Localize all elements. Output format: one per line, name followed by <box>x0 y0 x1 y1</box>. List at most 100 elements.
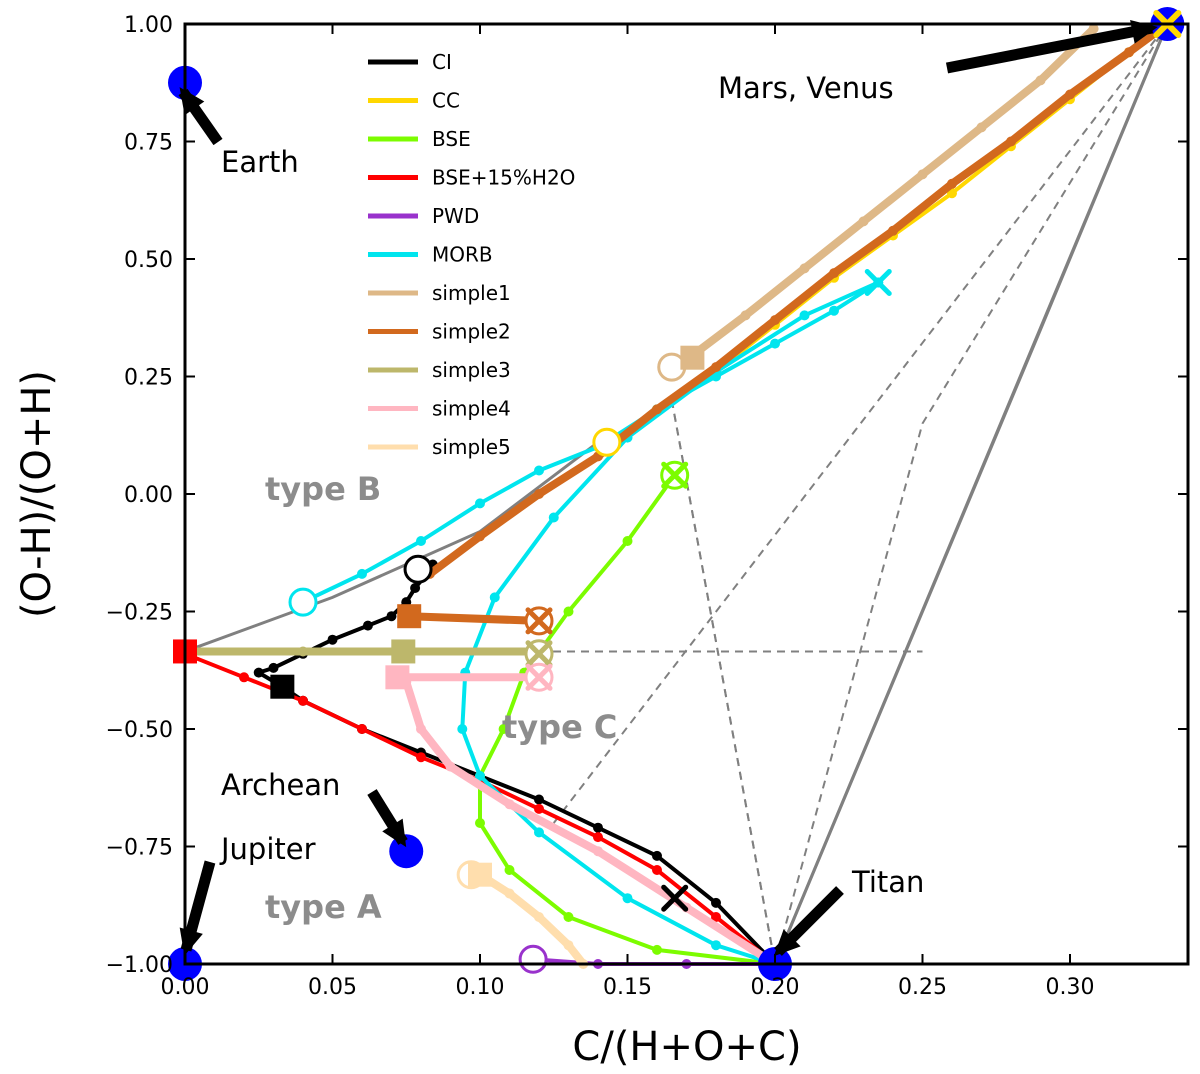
data-point-bse-15-h2o-9 <box>711 912 721 922</box>
arrowhead-mars-venus-icon <box>1130 20 1158 44</box>
data-point-simple1-2 <box>799 263 810 274</box>
legend-label-simple4: simple4 <box>432 397 511 421</box>
boundary-line-6 <box>774 23 1169 965</box>
x-tick-label-3: 0.15 <box>603 975 652 1000</box>
data-point-ci-15 <box>534 794 544 805</box>
x-tick-label-0: 0.00 <box>161 975 210 1000</box>
y-tick-label-2: 0.50 <box>124 248 173 273</box>
arrow-mars-venus-icon <box>945 22 1154 74</box>
data-point-bse-15-h2o-6 <box>534 803 544 814</box>
legend-label-simple3: simple3 <box>432 358 511 382</box>
marker-layer <box>173 269 892 974</box>
data-point-ci-8 <box>268 662 279 673</box>
data-point-bse-15-h2o-8 <box>652 865 662 875</box>
data-point-morb-2 <box>416 536 426 546</box>
data-point-simple2-7 <box>829 268 839 279</box>
y-tick-label-1: 0.75 <box>124 131 173 156</box>
data-point-simple2-5 <box>711 362 721 373</box>
data-point-morb-branch-4 <box>548 512 559 523</box>
y-tick-label-3: 0.25 <box>124 366 173 391</box>
data-point-simple4-branch-4 <box>593 846 603 857</box>
data-point-morb-branch-1 <box>799 310 810 321</box>
arrowhead-titan-icon <box>773 929 801 957</box>
marker-cc-open-circle-0 <box>592 427 622 457</box>
data-point-morb-branch-7 <box>457 724 468 734</box>
marker-simple2-square-0 <box>397 604 422 629</box>
data-point-simple2-1 <box>475 531 485 542</box>
data-point-bse-15-h2o-4 <box>416 752 426 763</box>
marker-simple4-square-0 <box>385 665 410 690</box>
marker-ci-x-2 <box>661 884 689 912</box>
data-point-simple2-12 <box>1124 47 1134 58</box>
data-point-ci-9 <box>253 667 264 678</box>
legend-label-bse-15-h2o: BSE+15%H2O <box>432 166 575 190</box>
label-titan: Titan <box>851 865 924 899</box>
data-point-morb-9 <box>829 305 839 316</box>
marker-simple5-square-1 <box>468 862 492 887</box>
marker-morb-open-circle-0 <box>288 587 318 617</box>
legend-label-bse: BSE <box>432 127 471 151</box>
data-point-morb-branch-8 <box>475 771 485 781</box>
label-mars-venus: Mars, Venus <box>718 71 894 105</box>
data-point-ci-5 <box>362 620 373 631</box>
data-point-bse-15-h2o-7 <box>593 832 603 843</box>
data-point-simple3-1 <box>298 646 308 657</box>
region-label-type-a: type A <box>265 888 382 926</box>
boundary-lines <box>184 23 1169 965</box>
marker-simple1-square-1 <box>680 345 705 370</box>
legend-label-simple1: simple1 <box>432 281 511 305</box>
data-point-bse-9 <box>652 944 662 955</box>
data-point-simple2-8 <box>888 225 898 236</box>
region-label-type-b: type B <box>265 470 381 508</box>
data-point-simple2-9 <box>947 178 957 189</box>
data-point-morb-branch-9 <box>534 827 544 838</box>
y-tick-label-8: −1.00 <box>106 953 173 978</box>
data-point-simple4-branch-2 <box>445 761 456 772</box>
data-point-bse-15-h2o-3 <box>357 724 367 734</box>
data-point-morb-branch-11 <box>711 940 721 951</box>
label-jupiter: Jupiter <box>219 832 316 866</box>
y-tick-label-5: −0.25 <box>106 601 173 626</box>
data-point-morb-3 <box>475 498 485 509</box>
x-tick-label-5: 0.25 <box>898 975 947 1000</box>
data-point-simple1-1 <box>740 310 751 321</box>
marker-bse-x-circle-0 <box>661 461 689 489</box>
x-tick-label-1: 0.05 <box>308 975 357 1000</box>
legend-label-pwd: PWD <box>432 204 479 228</box>
data-point-morb-1 <box>357 568 367 579</box>
data-point-simple1-7 <box>1088 23 1099 34</box>
x-tick-label-4: 0.20 <box>751 975 800 1000</box>
data-point-simple2-2 <box>534 489 544 499</box>
marker-simple4-x-circle-1 <box>525 663 553 691</box>
legend-label-simple5: simple5 <box>432 435 511 459</box>
boundary-line-2 <box>773 23 1169 965</box>
y-axis-label: (O-H)/(O+H) <box>14 370 60 618</box>
data-point-bse-15-h2o-1 <box>239 672 249 683</box>
legend: CI CC BSE BSE+15%H2O PWD MORB simple1 simple2 si… <box>368 50 575 459</box>
data-point-simple2-6 <box>770 315 780 326</box>
data-point-bse-2 <box>563 606 574 617</box>
marker-simple3-x-circle-1 <box>525 640 553 668</box>
boundary-line-5 <box>670 399 776 965</box>
data-point-bse-8 <box>563 912 574 922</box>
label-archean: Archean <box>221 768 340 802</box>
y-tick-label-4: 0.00 <box>124 483 173 508</box>
data-point-morb-8 <box>770 338 780 349</box>
data-point-morb-4 <box>534 465 544 476</box>
data-point-ci-6 <box>327 634 338 645</box>
region-label-type-c: type C <box>502 708 617 746</box>
label-earth: Earth <box>221 145 299 179</box>
series-line-simple1 <box>685 24 1098 362</box>
data-point-simple1-4 <box>917 169 928 180</box>
marker-simple2-x-circle-1 <box>525 607 553 635</box>
legend-label-ci: CI <box>432 50 452 74</box>
axes: 0.00 0.05 0.10 0.15 0.20 0.25 0.30 1.00 0.75 0.50… <box>106 13 1190 1000</box>
series-layer <box>180 19 1173 969</box>
marker-ci-square-1 <box>270 674 295 699</box>
series-line-simple2-bar <box>405 612 543 625</box>
legend-label-morb: MORB <box>432 243 493 267</box>
data-point-bse-15-h2o-2 <box>298 695 308 706</box>
data-point-bse-7 <box>504 865 515 875</box>
legend-label-simple2: simple2 <box>432 320 511 344</box>
